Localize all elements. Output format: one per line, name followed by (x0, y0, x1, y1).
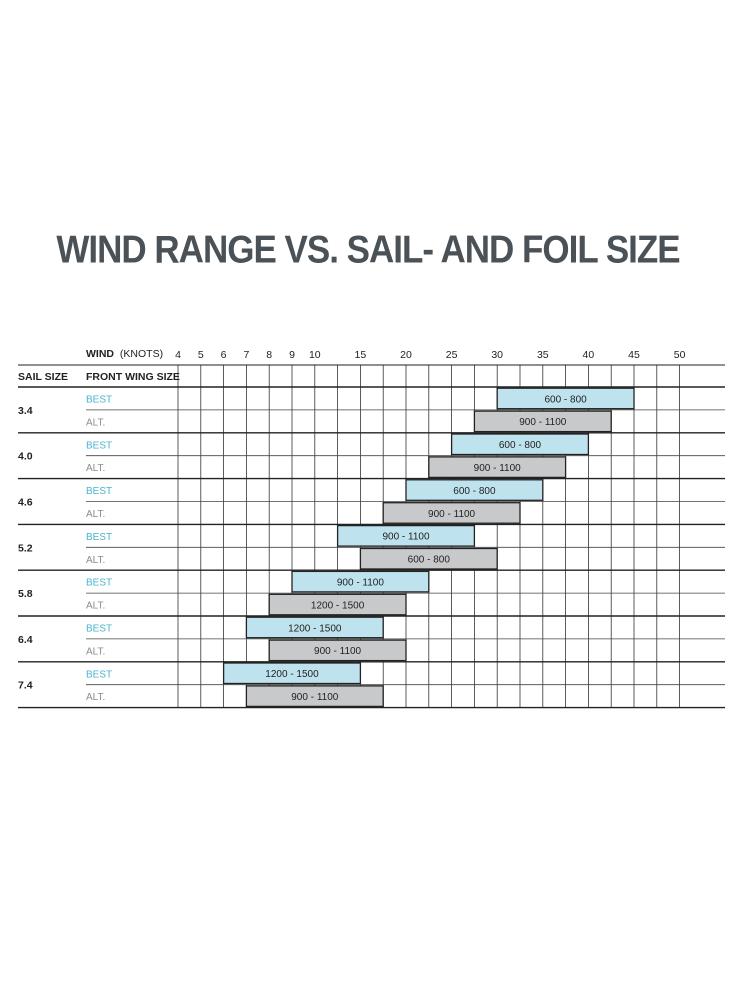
sail-size-label: 4.0 (18, 451, 33, 463)
x-tick-label: 9 (289, 349, 295, 361)
alt-label: ALT. (86, 509, 105, 520)
best-range-bar (222, 662, 362, 685)
best-range-bar (245, 616, 384, 639)
x-tick-label: 5 (198, 349, 204, 361)
alt-bar-label: 900 - 1100 (314, 646, 362, 657)
alt-range-bar (359, 547, 498, 570)
best-label: BEST (86, 532, 112, 543)
x-tick-label: 6 (221, 349, 227, 361)
sail-size-label: 6.4 (18, 634, 33, 646)
alt-range-bar (245, 685, 384, 708)
best-bar-label: 1200 - 1500 (265, 669, 319, 680)
alt-label: ALT. (86, 555, 105, 566)
front-wing-size-header: FRONT WING SIZE (86, 371, 180, 383)
wind-label: WIND (86, 348, 114, 360)
best-bar-label: 600 - 800 (544, 394, 587, 405)
best-bar-label: 600 - 800 (499, 440, 542, 451)
alt-label: ALT. (86, 692, 105, 703)
best-bar-label: 900 - 1100 (337, 578, 385, 589)
best-label: BEST (86, 624, 112, 635)
alt-range-bar (428, 456, 567, 479)
best-label: BEST (86, 669, 112, 680)
x-tick-label: 10 (309, 349, 321, 361)
best-bar-label: 1200 - 1500 (288, 623, 342, 634)
alt-bar-label: 900 - 1100 (291, 692, 339, 703)
x-tick-label: 35 (537, 349, 549, 361)
best-range-bar (496, 387, 635, 410)
sail-size-header: SAIL SIZE (18, 371, 68, 383)
alt-bar-label: 600 - 800 (408, 555, 451, 566)
wind-unit: (KNOTS) (120, 348, 163, 360)
alt-range-bar (268, 593, 407, 616)
alt-bar-label: 900 - 1100 (519, 417, 567, 428)
sail-size-label: 5.8 (18, 588, 33, 600)
best-label: BEST (86, 395, 112, 406)
sail-size-label: 3.4 (18, 405, 33, 417)
x-tick-label: 45 (628, 349, 640, 361)
alt-range-bar (268, 639, 407, 662)
x-tick-label: 30 (491, 349, 503, 361)
best-range-bar (336, 524, 476, 547)
best-range-bar (291, 570, 430, 593)
best-range-bar (450, 433, 590, 456)
x-tick-label: 15 (355, 349, 367, 361)
best-range-bar (405, 479, 544, 501)
x-tick-label: 50 (674, 349, 686, 361)
alt-range-bar (382, 502, 521, 524)
x-tick-label: 4 (175, 349, 181, 361)
bar-layer (222, 387, 635, 708)
best-bar-label: 600 - 800 (453, 486, 496, 497)
x-tick-label: 40 (583, 349, 595, 361)
x-tick-label: 25 (446, 349, 458, 361)
alt-bar-label: 1200 - 1500 (311, 600, 365, 611)
best-label: BEST (86, 486, 112, 497)
best-bar-label: 900 - 1100 (382, 532, 430, 543)
alt-label: ALT. (86, 646, 105, 657)
sail-size-label: 4.6 (18, 497, 33, 509)
alt-bar-label: 900 - 1100 (428, 509, 476, 520)
best-label: BEST (86, 440, 112, 451)
alt-label: ALT. (86, 601, 105, 612)
x-tick-label: 8 (266, 349, 272, 361)
wind-axis-title: WIND (KNOTS) (86, 348, 163, 360)
alt-label: ALT. (86, 463, 105, 474)
sail-size-label: 7.4 (18, 680, 33, 692)
sail-size-label: 5.2 (18, 542, 33, 554)
alt-label: ALT. (86, 417, 105, 428)
best-label: BEST (86, 578, 112, 589)
text-layer: WIND (KNOTS) SAIL SIZE FRONT WING SIZE 3… (18, 348, 686, 703)
x-tick-label: 7 (243, 349, 249, 361)
page-title: WIND RANGE VS. SAIL- AND FOIL SIZE (56, 227, 680, 272)
alt-range-bar (473, 410, 612, 433)
alt-bar-label: 900 - 1100 (474, 463, 522, 474)
x-tick-label: 20 (400, 349, 412, 361)
